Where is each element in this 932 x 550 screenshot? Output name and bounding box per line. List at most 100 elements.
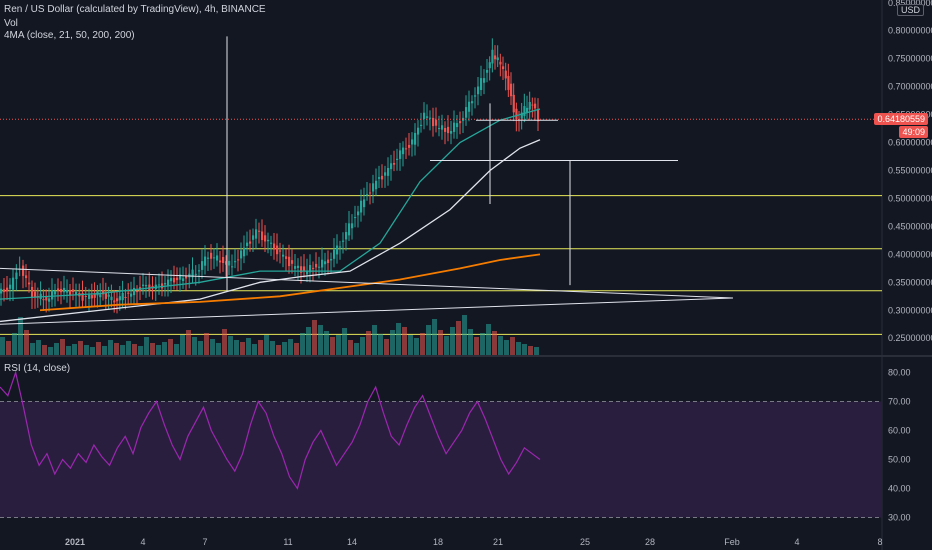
- volume-bar: [120, 345, 125, 355]
- last-price-tag: 0.64180559: [874, 113, 928, 125]
- candle-body: [435, 119, 438, 126]
- time-tick-label: 2021: [65, 537, 85, 547]
- candle-body: [48, 298, 51, 302]
- volume-bar: [186, 330, 191, 355]
- volume-bar: [258, 340, 263, 355]
- candle-body: [231, 266, 234, 268]
- candle-body: [191, 269, 194, 278]
- candle-body: [318, 266, 321, 268]
- volume-bar: [318, 325, 323, 355]
- candle-body: [60, 288, 63, 293]
- volume-bar: [348, 340, 353, 355]
- candle-body: [204, 256, 207, 266]
- volume-bar: [192, 337, 197, 355]
- time-tick-label: 21: [493, 537, 503, 547]
- volume-bar: [84, 345, 89, 355]
- candle-body: [336, 245, 339, 255]
- candle-body: [378, 177, 381, 179]
- candle-body: [243, 247, 246, 257]
- candle-body: [360, 200, 363, 213]
- candle-body: [6, 287, 9, 292]
- candle-body: [315, 263, 318, 268]
- rsi-legend: RSI (14, close): [4, 363, 71, 374]
- candle-body: [324, 261, 327, 265]
- candle-body: [258, 230, 261, 232]
- volume-bar: [150, 343, 155, 355]
- candle-body: [496, 57, 499, 61]
- candle-body: [381, 175, 384, 180]
- candle-body: [240, 250, 243, 259]
- time-tick-label: 7: [202, 537, 207, 547]
- volume-bar: [252, 344, 257, 355]
- candle-body: [273, 243, 276, 250]
- time-tick-label: 14: [347, 537, 357, 547]
- candle-body: [63, 287, 66, 293]
- candle-body: [450, 131, 453, 134]
- volume-bar: [504, 340, 509, 355]
- candle-body: [15, 272, 18, 280]
- candle-body: [107, 294, 110, 297]
- candle-body: [444, 127, 447, 132]
- candle-body: [408, 144, 411, 148]
- candle-body: [327, 259, 330, 264]
- candle-body: [520, 112, 523, 119]
- price-tick-label: 0.55000000: [888, 166, 932, 176]
- candle-body: [507, 75, 510, 90]
- price-tick-label: 0.60000000: [888, 138, 932, 148]
- candle-body: [366, 194, 369, 196]
- volume-bar: [42, 345, 47, 355]
- candle-body: [133, 287, 136, 296]
- volume-bar: [426, 325, 431, 355]
- volume-bar: [18, 317, 23, 355]
- candle-body: [528, 102, 531, 110]
- candle-body: [512, 94, 515, 113]
- candle-body: [288, 256, 291, 267]
- rsi-tick-label: 70.00: [888, 397, 911, 407]
- volume-bar: [420, 333, 425, 355]
- candle-body: [210, 252, 213, 259]
- candle-body: [363, 199, 366, 208]
- volume-bar: [462, 315, 467, 355]
- price-tick-label: 0.40000000: [888, 249, 932, 259]
- candle-body: [261, 231, 264, 241]
- volume-bar: [126, 341, 131, 355]
- volume-bar: [528, 346, 533, 355]
- rsi-band: [0, 401, 882, 518]
- volume-bar: [108, 340, 113, 355]
- candle-body: [462, 117, 465, 121]
- candle-body: [303, 266, 306, 272]
- volume-bar: [288, 339, 293, 355]
- volume-bar: [204, 333, 209, 355]
- candle-body: [309, 265, 312, 273]
- candle-body: [69, 290, 72, 296]
- volume-bar: [486, 324, 491, 355]
- candle-body: [402, 147, 405, 155]
- candle-body: [312, 267, 315, 269]
- volume-bar: [24, 330, 29, 355]
- chart-title: Ren / US Dollar (calculated by TradingVi…: [4, 4, 266, 15]
- candle-body: [249, 241, 252, 244]
- currency-button[interactable]: USD: [896, 4, 924, 16]
- rsi-tick-label: 60.00: [888, 426, 911, 436]
- volume-bar: [66, 346, 71, 355]
- candle-body: [348, 223, 351, 236]
- candle-body: [480, 78, 483, 91]
- candle-body: [45, 296, 48, 301]
- candle-body: [515, 108, 518, 120]
- volume-bar: [102, 346, 107, 355]
- volume-bar: [54, 343, 59, 355]
- volume-bar: [222, 329, 227, 355]
- price-tick-label: 0.75000000: [888, 54, 932, 64]
- candle-body: [42, 299, 45, 301]
- candle-body: [414, 132, 417, 145]
- candle-body: [339, 246, 342, 248]
- volume-bar: [180, 335, 185, 355]
- candle-body: [142, 284, 145, 287]
- candle-body: [176, 277, 179, 281]
- candle-body: [477, 86, 480, 95]
- candle-body: [28, 282, 31, 285]
- price-tick-label: 0.30000000: [888, 305, 932, 315]
- candle-body: [228, 260, 231, 266]
- candle-body: [297, 265, 300, 268]
